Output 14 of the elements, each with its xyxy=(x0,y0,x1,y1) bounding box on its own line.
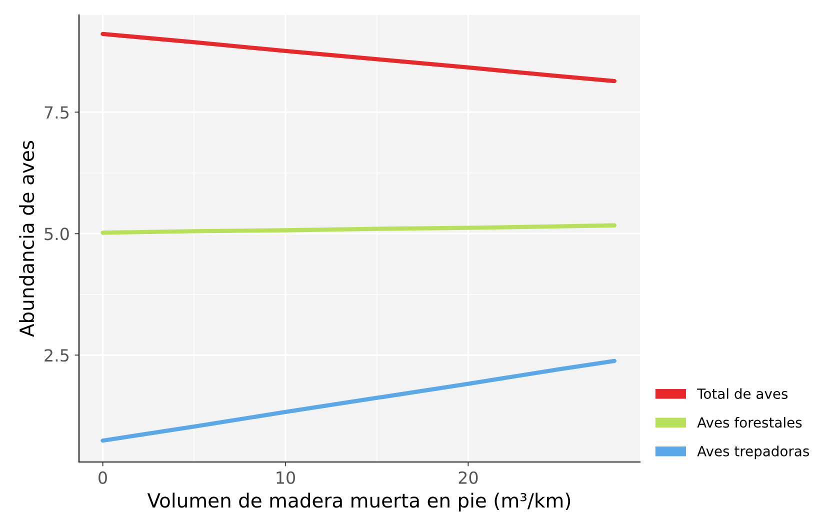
y-axis-title: Abundancia de aves xyxy=(19,140,34,337)
x-tick-label: 10 xyxy=(276,471,295,484)
legend-label: Aves trepadoras xyxy=(697,446,809,460)
legend-label: Aves forestales xyxy=(697,416,802,428)
line-series xyxy=(100,32,616,84)
y-tick-label: 7.5 xyxy=(44,106,69,119)
y-tick-label: 2.5 xyxy=(44,349,69,362)
line-series xyxy=(100,358,616,443)
x-axis-title: Volumen de madera muerta en pie (m³/km) xyxy=(147,492,570,512)
x-tick-label: 0 xyxy=(98,471,107,484)
legend-label: Total de aves xyxy=(697,388,788,399)
line-series xyxy=(100,223,616,235)
y-tick-label: 5.0 xyxy=(44,228,69,240)
x-tick-label: 20 xyxy=(458,471,478,484)
